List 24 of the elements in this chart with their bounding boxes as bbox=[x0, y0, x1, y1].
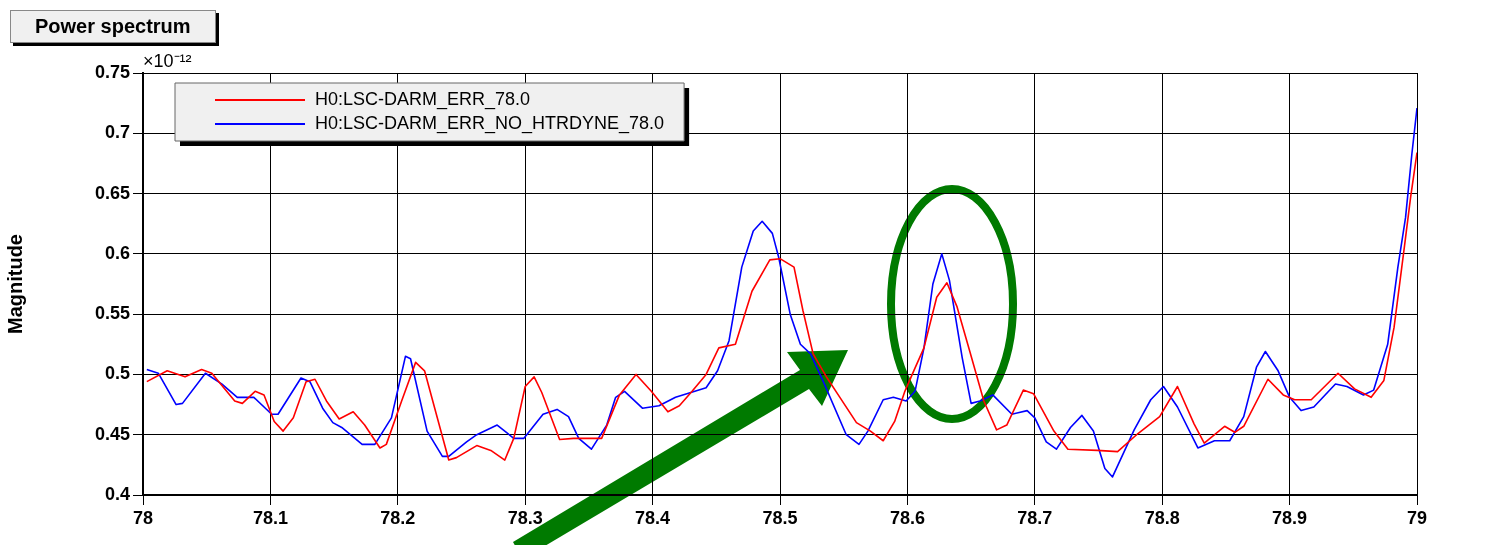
x-tick-label: 78.3 bbox=[507, 507, 543, 528]
y-tick-label: 0.65 bbox=[94, 182, 130, 203]
y-tick-label: 0.55 bbox=[94, 303, 130, 324]
x-tick-label: 78.6 bbox=[889, 507, 925, 528]
y-tick-label: 0.45 bbox=[94, 423, 130, 444]
chart-title: Power spectrum bbox=[10, 10, 216, 43]
y-tick-label: 0.4 bbox=[104, 483, 130, 504]
y-axis-title: Magnitude bbox=[3, 234, 26, 334]
x-tick-label: 78.9 bbox=[1272, 507, 1308, 528]
y-tick-label: 0.6 bbox=[104, 242, 130, 263]
y-tick-label: 0.75 bbox=[94, 61, 130, 82]
x-tick-label: 78.8 bbox=[1144, 507, 1180, 528]
x-tick-label: 79 bbox=[1406, 507, 1428, 528]
x-tick-label: 78.2 bbox=[380, 507, 416, 528]
x-tick-label: 78 bbox=[132, 507, 154, 528]
legend-label: H0:LSC-DARM_ERR_78.0 bbox=[315, 88, 531, 110]
y-tick-label: 0.7 bbox=[104, 122, 130, 143]
legend-label: H0:LSC-DARM_ERR_NO_HTRDYNE_78.0 bbox=[315, 112, 665, 134]
x-tick-label: 78.1 bbox=[252, 507, 288, 528]
text: ×10⁻¹² bbox=[143, 50, 192, 71]
y-tick-label: 0.5 bbox=[104, 363, 130, 384]
x-tick-label: 78.7 bbox=[1017, 507, 1053, 528]
x-tick-label: 78.4 bbox=[635, 507, 671, 528]
x-tick-label: 78.5 bbox=[762, 507, 798, 528]
